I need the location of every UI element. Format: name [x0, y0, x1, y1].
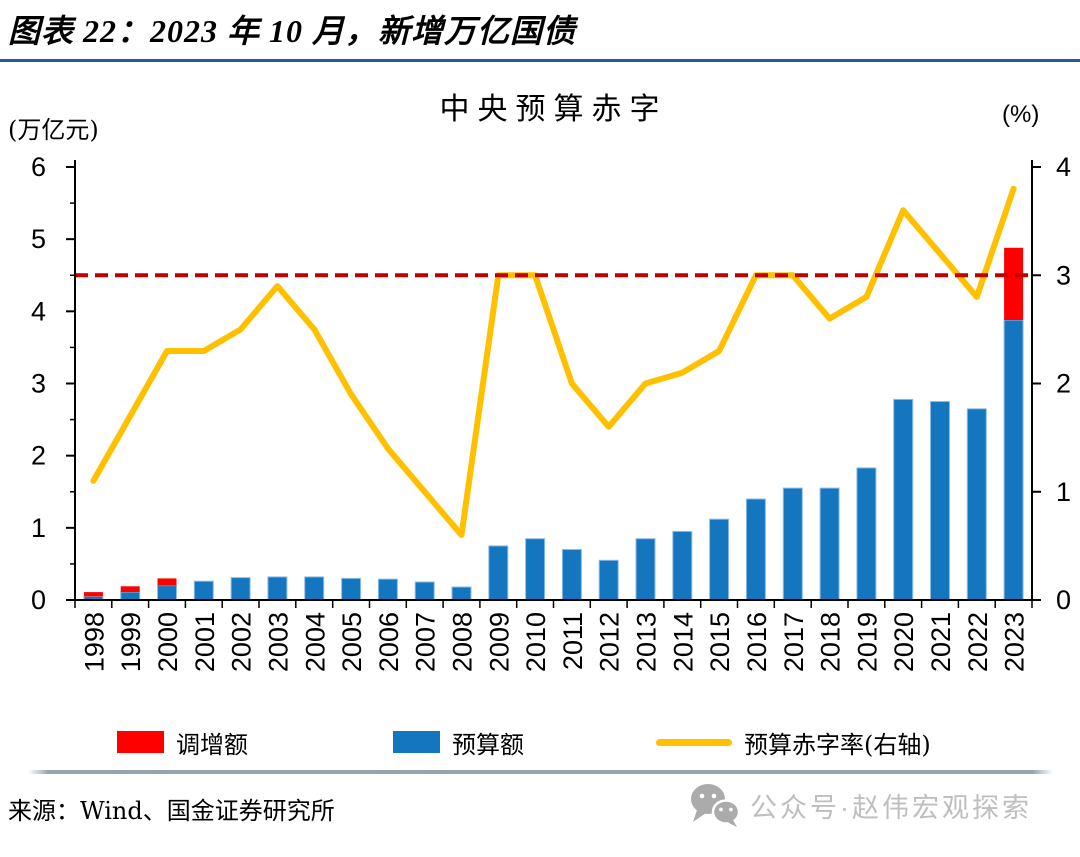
bar-segment — [120, 591, 141, 601]
legend-item-deficit-rate: 预算赤字率(右轴) — [656, 729, 931, 759]
legend-item-added: 调增额 — [117, 729, 248, 759]
x-axis-year-label: 2011 — [558, 612, 588, 670]
bar-segment — [525, 538, 546, 601]
right-axis-tick-label: 2 — [1056, 369, 1071, 399]
x-axis-year-label: 2003 — [263, 612, 293, 672]
bar-segment — [451, 586, 472, 601]
left-axis-tick-label: 1 — [31, 513, 46, 543]
left-axis-tick-label: 0 — [31, 585, 46, 615]
x-axis-year-label: 2019 — [852, 612, 882, 672]
legend-label-deficit-rate: 预算赤字率(右轴) — [744, 730, 931, 759]
bar-segment — [157, 585, 177, 601]
bar-segment — [709, 518, 730, 601]
bar-segment — [193, 580, 214, 601]
x-axis-year-label: 2008 — [448, 612, 478, 672]
source-note: 来源：Wind、国金证券研究所 — [8, 797, 335, 825]
legend-label-budget: 预算额 — [452, 730, 524, 759]
wechat-icon — [691, 784, 740, 827]
x-axis-year-label: 2012 — [595, 612, 625, 672]
x-axis-year-label: 2010 — [521, 612, 551, 672]
right-axis-tick-label: 4 — [1056, 152, 1071, 182]
legend-swatch-budget — [393, 731, 440, 753]
legend-swatch-added — [117, 731, 164, 753]
legend-swatch-deficit-rate — [656, 738, 732, 746]
x-axis-year-label: 2006 — [374, 612, 404, 672]
left-axis-tick-label: 6 — [31, 152, 46, 182]
legend-label-added: 调增额 — [176, 730, 248, 759]
left-axis-tick-label: 4 — [31, 296, 46, 326]
deficit-rate-line — [90, 185, 1017, 538]
x-axis-year-label: 2013 — [632, 612, 662, 672]
bar-segment — [304, 576, 325, 601]
x-axis-year-label: 2005 — [337, 612, 367, 672]
watermark: 公众号·赵伟宏观探索 — [690, 782, 1032, 828]
x-axis-year-label: 2016 — [742, 612, 772, 672]
x-axis-year-label: 2023 — [1000, 612, 1030, 672]
bar-segment — [672, 530, 693, 601]
bar-segment — [635, 538, 656, 601]
bar-segment — [83, 592, 103, 597]
x-axis-year-label: 2004 — [300, 612, 330, 672]
bar-segment — [377, 578, 398, 601]
x-axis-year-label: 2000 — [153, 612, 183, 672]
legend-item-budget: 预算额 — [393, 729, 524, 759]
bar-segment — [414, 581, 435, 601]
x-axis-year-label: 1998 — [79, 612, 109, 672]
bar-segment — [1003, 319, 1024, 601]
bar-segment — [1004, 247, 1024, 320]
bar-segment — [341, 577, 362, 601]
x-axis-year-label: 2017 — [779, 612, 809, 672]
left-axis-tick-label: 5 — [31, 224, 46, 254]
right-axis-tick-label: 3 — [1056, 260, 1071, 290]
bar-segment — [819, 487, 840, 601]
x-axis-year-label: 2020 — [889, 612, 919, 672]
bar-segment — [930, 401, 950, 601]
right-axis-tick-label: 0 — [1056, 585, 1071, 615]
title-underline — [0, 59, 1080, 62]
right-axis-unit: (%) — [1002, 101, 1040, 128]
bar-segment — [157, 578, 177, 586]
left-axis-tick-label: 2 — [31, 441, 46, 471]
bar-segment — [120, 586, 140, 593]
x-axis-year-label: 2007 — [411, 612, 441, 672]
bar-segment — [782, 487, 803, 601]
footer-divider — [28, 770, 1053, 774]
bar-segment — [966, 408, 987, 601]
page-title: 图表 22：2023 年 10 月，新增万亿国债 — [8, 13, 577, 49]
left-axis-unit: (万亿元) — [8, 116, 99, 144]
x-axis-year-label: 2015 — [705, 612, 735, 672]
x-axis-year-label: 2022 — [963, 612, 993, 672]
bar-segment — [598, 559, 619, 601]
x-axis-year-label: 2014 — [668, 612, 698, 672]
chart-title: 中央预算赤字 — [439, 92, 668, 127]
bar-segment — [561, 549, 582, 601]
x-axis-year-label: 1999 — [116, 612, 146, 672]
bar-segment — [267, 576, 288, 601]
x-axis-year-label: 2009 — [484, 612, 514, 672]
x-axis-year-label: 2001 — [190, 612, 220, 672]
left-axis-tick-label: 3 — [31, 369, 46, 399]
bar-segment — [230, 577, 251, 601]
x-axis-year-label: 2002 — [227, 612, 257, 672]
bar-segment — [856, 467, 877, 601]
x-axis-year-label: 2018 — [816, 612, 846, 672]
right-axis-tick-label: 1 — [1056, 477, 1071, 507]
x-axis-year-label: 2021 — [926, 612, 956, 672]
bar-segment — [893, 398, 914, 601]
bar-segment — [745, 498, 766, 601]
watermark-text: 公众号·赵伟宏观探索 — [750, 792, 1032, 823]
bar-segment — [488, 545, 509, 601]
